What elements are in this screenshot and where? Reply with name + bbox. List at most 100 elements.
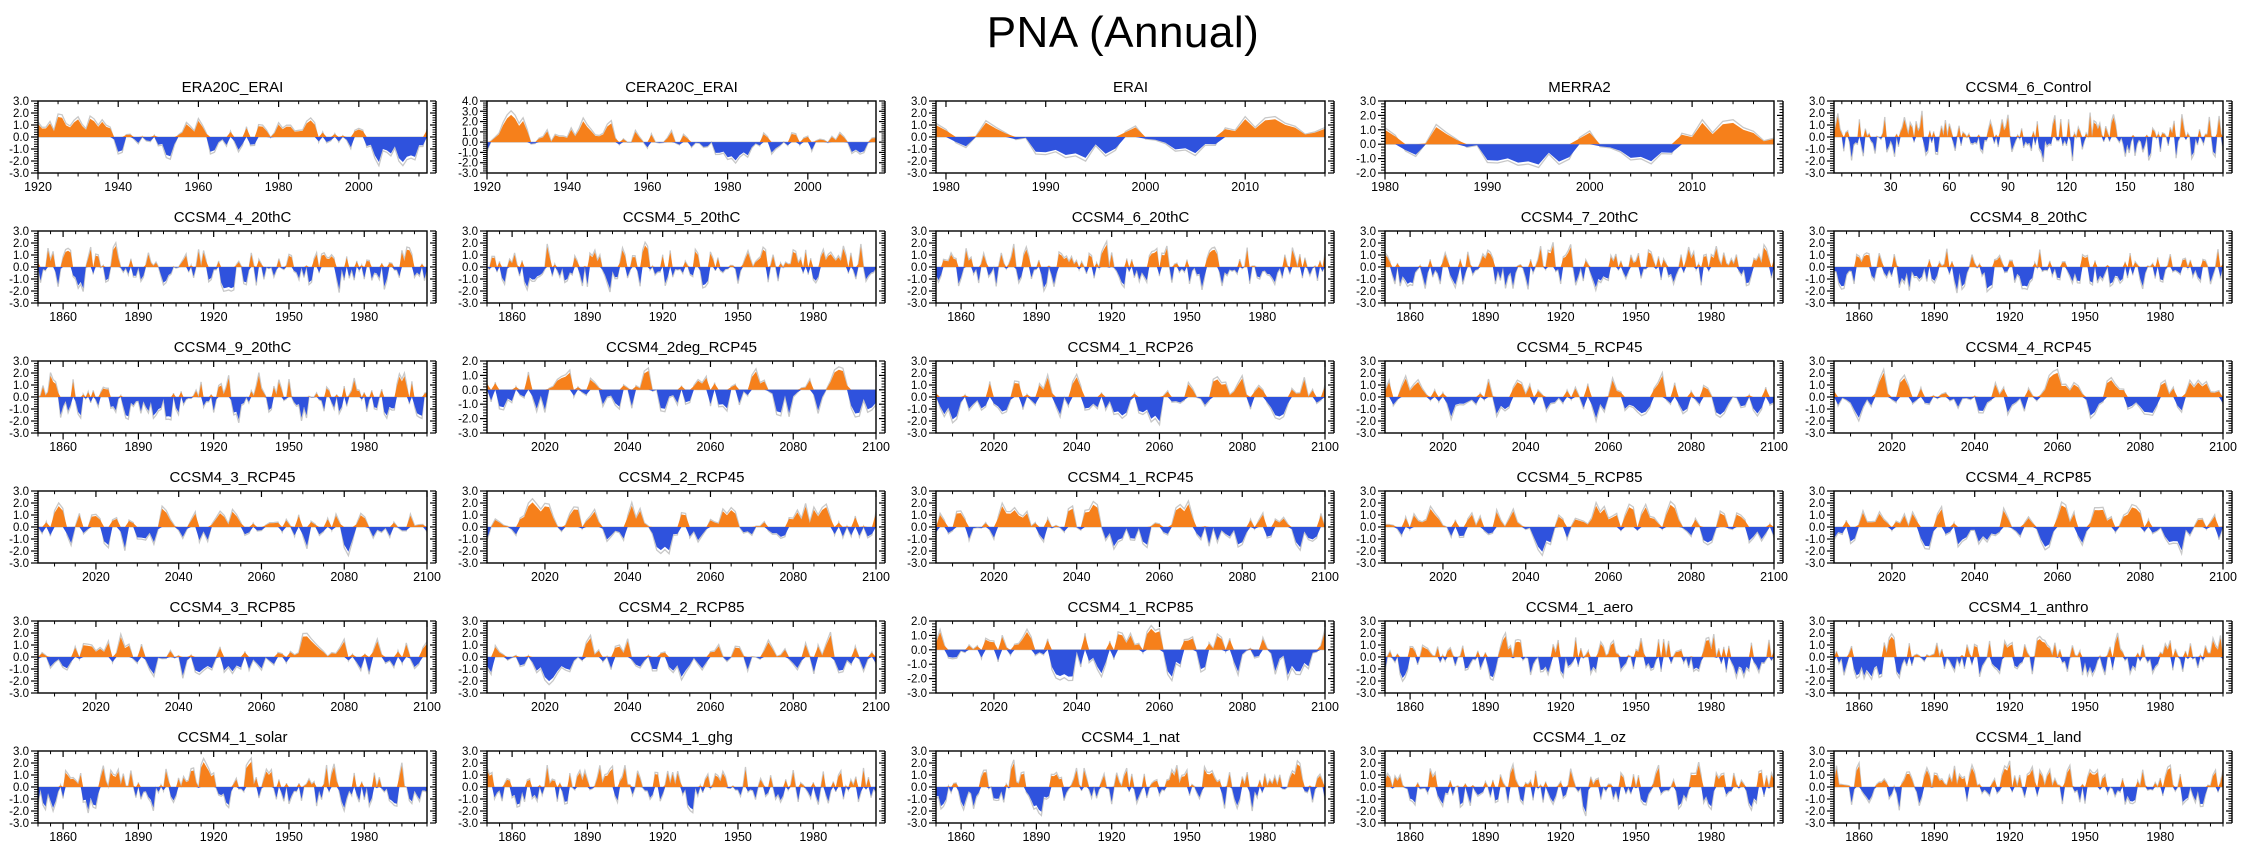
svg-text:1860: 1860 (1396, 830, 1424, 844)
svg-text:1920: 1920 (649, 830, 677, 844)
svg-text:-2.0: -2.0 (458, 414, 478, 426)
svg-text:-2.0: -2.0 (907, 546, 927, 558)
svg-text:-2.0: -2.0 (1805, 546, 1825, 558)
svg-text:0.0: 0.0 (13, 652, 29, 664)
panel-title: CCSM4_1_ghg (630, 729, 733, 746)
svg-text:2080: 2080 (1228, 440, 1256, 454)
svg-text:2080: 2080 (1228, 700, 1256, 714)
svg-text:2.0: 2.0 (462, 356, 478, 368)
panel-title: CCSM4_6_Control (1965, 79, 2092, 96)
panel-plot: 3.02.01.00.0-1.0-2.0-3.0 1860 1890 1920 1950… (458, 746, 886, 844)
svg-text:-2.0: -2.0 (1805, 286, 1825, 298)
svg-text:2.0: 2.0 (911, 498, 927, 510)
panel-title: CCSM4_1_aero (1525, 599, 1634, 616)
svg-text:2060: 2060 (1146, 570, 1174, 584)
svg-text:-1.0: -1.0 (1805, 404, 1825, 416)
chart-panel: CCSM4_2_RCP45 3.0 2.0 1.0 0.0 -1.0 -2.0 -3.0 202… (449, 470, 898, 600)
svg-text:1980: 1980 (2146, 310, 2174, 324)
svg-text:-1.0: -1.0 (458, 274, 478, 286)
svg-text:2100: 2100 (862, 570, 890, 584)
svg-text:2060: 2060 (1146, 700, 1174, 714)
svg-text:3.0: 3.0 (13, 356, 29, 368)
svg-text:3.0: 3.0 (1809, 616, 1825, 628)
chart-panel: ERAI 3.0 2.0 1.0 0.0 -1.0 -2.0 -3.0 1980 1990 2000… (898, 80, 1347, 210)
svg-text:1860: 1860 (498, 310, 526, 324)
svg-text:0.0: 0.0 (1360, 782, 1376, 794)
svg-text:2.0: 2.0 (462, 238, 478, 250)
panel-plot: 3.02.01.00.0-1.0-2.0-3.0 2020 2040 2060 2080… (1805, 486, 2237, 584)
svg-text:-1.0: -1.0 (907, 404, 927, 416)
svg-text:3.0: 3.0 (1360, 746, 1376, 758)
svg-text:-1.0: -1.0 (9, 534, 29, 546)
svg-text:1.0: 1.0 (462, 770, 478, 782)
svg-text:2.0: 2.0 (911, 108, 927, 120)
svg-text:2020: 2020 (1878, 570, 1906, 584)
svg-text:2100: 2100 (862, 440, 890, 454)
panel-title: CCSM4_5_RCP85 (1516, 469, 1643, 486)
svg-text:4.0: 4.0 (462, 96, 478, 108)
svg-text:-3.0: -3.0 (1805, 428, 1825, 440)
svg-text:2.0: 2.0 (1809, 758, 1825, 770)
panel-title: CCSM4_1_anthro (1968, 599, 2089, 616)
chart-panel: CCSM4_8_20thC 3.0 2.0 1.0 0.0 -1.0 -2.0 -3.0 186… (1796, 210, 2245, 340)
svg-text:1980: 1980 (1697, 700, 1725, 714)
svg-text:-3.0: -3.0 (458, 818, 478, 830)
svg-text:1920: 1920 (200, 830, 228, 844)
svg-text:1.0: 1.0 (462, 370, 478, 382)
svg-text:2080: 2080 (330, 570, 358, 584)
svg-text:0.0: 0.0 (462, 782, 478, 794)
chart-panel: CCSM4_1_land 3.0 2.0 1.0 0.0 -1.0 -2.0 -3.0 1860… (1796, 730, 2245, 860)
svg-text:2000: 2000 (345, 180, 373, 194)
svg-text:-2.0: -2.0 (907, 674, 927, 686)
svg-text:2.0: 2.0 (911, 758, 927, 770)
svg-text:1980: 1980 (714, 180, 742, 194)
svg-text:1890: 1890 (1920, 310, 1948, 324)
chart-panel: CCSM4_4_RCP45 3.0 2.0 1.0 0.0 -1.0 -2.0 -3.0 202… (1796, 340, 2245, 470)
svg-text:-3.0: -3.0 (9, 688, 29, 700)
panel-title: CCSM4_3_RCP85 (169, 599, 296, 616)
svg-text:2100: 2100 (2209, 570, 2237, 584)
svg-text:1990: 1990 (1473, 180, 1501, 194)
svg-text:0.0: 0.0 (1809, 652, 1825, 664)
panel-title: ERAI (1112, 79, 1148, 96)
chart-panel: CCSM4_5_20thC 3.0 2.0 1.0 0.0 -1.0 -2.0 -3.0 186… (449, 210, 898, 340)
svg-text:1950: 1950 (724, 830, 752, 844)
chart-panel: CCSM4_1_nat 3.0 2.0 1.0 0.0 -1.0 -2.0 -3.0 1860 1… (898, 730, 1347, 860)
svg-text:0.0: 0.0 (462, 137, 478, 149)
svg-text:2020: 2020 (82, 700, 110, 714)
panel-plot: 3.02.01.00.0-1.0-2.0-3.0 1860 1890 1920 1950… (458, 226, 886, 324)
svg-text:180: 180 (2173, 180, 2194, 194)
svg-text:3.0: 3.0 (1360, 96, 1376, 108)
svg-text:-3.0: -3.0 (1805, 168, 1825, 180)
chart-panel: CCSM4_2_RCP85 3.0 2.0 1.0 0.0 -1.0 -2.0 -3.0 202… (449, 600, 898, 730)
svg-text:2040: 2040 (165, 570, 193, 584)
svg-text:2010: 2010 (1231, 180, 1259, 194)
svg-text:-3.0: -3.0 (907, 168, 927, 180)
chart-panel: CCSM4_1_RCP45 3.0 2.0 1.0 0.0 -1.0 -2.0 -3.0 202… (898, 470, 1347, 600)
svg-text:1920: 1920 (1547, 830, 1575, 844)
svg-text:2.0: 2.0 (1360, 368, 1376, 380)
svg-text:-2.0: -2.0 (458, 286, 478, 298)
svg-text:1860: 1860 (1845, 310, 1873, 324)
panel-title: CCSM4_1_RCP26 (1067, 339, 1194, 356)
svg-text:2020: 2020 (82, 570, 110, 584)
svg-text:0.0: 0.0 (1360, 392, 1376, 404)
svg-text:1.0: 1.0 (911, 250, 927, 262)
svg-text:2.0: 2.0 (1360, 238, 1376, 250)
svg-text:-1.0: -1.0 (1805, 794, 1825, 806)
svg-text:-1.0: -1.0 (9, 274, 29, 286)
svg-text:-3.0: -3.0 (1356, 688, 1376, 700)
chart-panel: MERRA2 3.0 2.0 1.0 0.0 -1.0 -2.0 1980 1990 2000 20… (1347, 80, 1796, 210)
svg-text:1.0: 1.0 (462, 250, 478, 262)
svg-text:2000: 2000 (1132, 180, 1160, 194)
svg-text:2040: 2040 (1063, 570, 1091, 584)
svg-text:-3.0: -3.0 (9, 298, 29, 310)
panel-title: CCSM4_9_20thC (173, 339, 292, 356)
svg-text:-2.0: -2.0 (9, 676, 29, 688)
svg-text:2020: 2020 (531, 700, 559, 714)
svg-text:3.0: 3.0 (462, 106, 478, 118)
panel-plot: 3.02.01.00.0-1.0-2.0-3.0 1860 1890 1920 1950… (907, 226, 1335, 324)
panel-title: CCSM4_1_land (1975, 729, 2082, 746)
panel-title: CCSM4_1_RCP85 (1067, 599, 1194, 616)
